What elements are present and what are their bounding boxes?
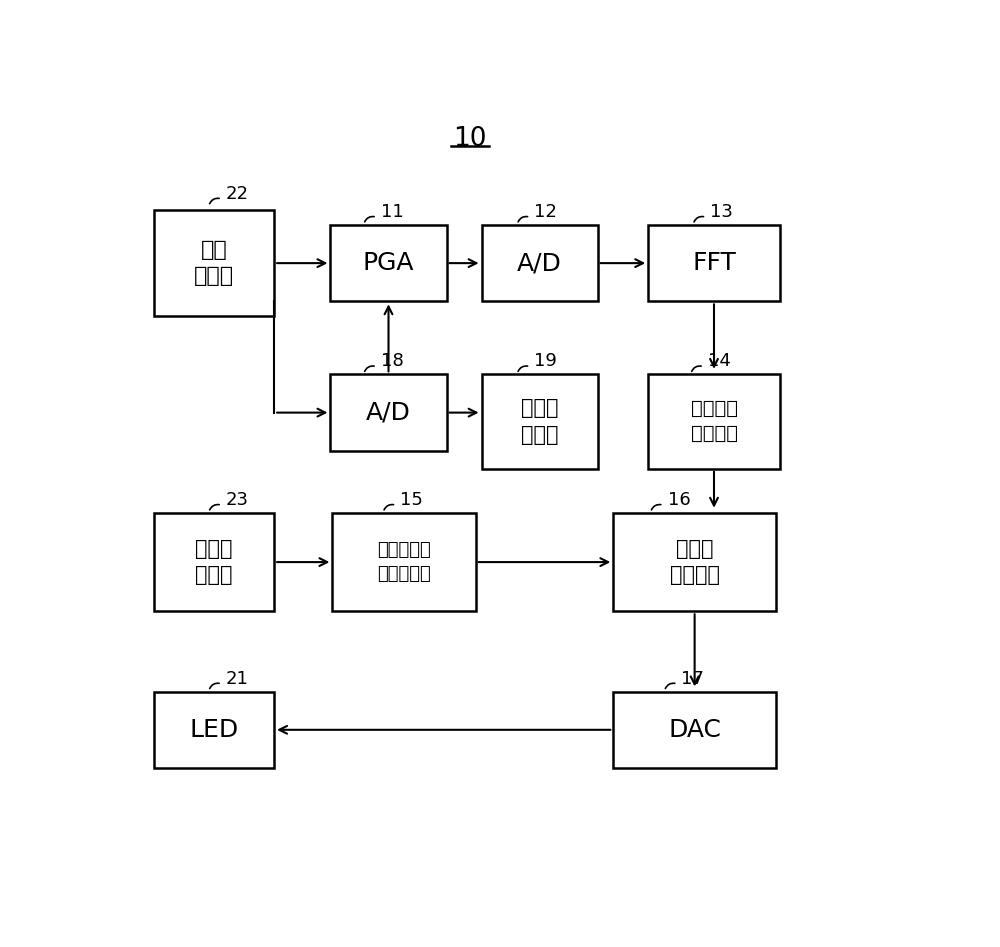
Bar	[482, 374, 598, 469]
Text: 12: 12	[534, 203, 557, 221]
Text: 23: 23	[226, 491, 249, 509]
Text: 光学
检测器: 光学 检测器	[194, 240, 234, 286]
Text: 15: 15	[400, 491, 423, 509]
Text: 19: 19	[534, 352, 557, 370]
Text: 加速度
传感器: 加速度 传感器	[195, 539, 233, 585]
Text: 13: 13	[710, 203, 733, 221]
Bar	[330, 224, 447, 301]
Text: 21: 21	[226, 670, 249, 688]
Bar	[648, 224, 780, 301]
Bar	[648, 374, 780, 469]
Text: DAC: DAC	[668, 718, 721, 742]
Text: 22: 22	[226, 185, 249, 203]
Text: 身体运动级
别确定部分: 身体运动级 别确定部分	[377, 542, 431, 583]
Text: 10: 10	[453, 126, 487, 152]
Bar	[330, 374, 447, 451]
Text: 11: 11	[381, 203, 404, 221]
Text: A/D: A/D	[366, 401, 411, 424]
Bar	[482, 224, 598, 301]
Text: 14: 14	[708, 352, 731, 370]
Text: A/D: A/D	[517, 251, 562, 276]
Text: FFT: FFT	[692, 251, 736, 276]
Text: 16: 16	[668, 491, 690, 509]
Bar	[613, 513, 776, 612]
Text: PGA: PGA	[363, 251, 414, 276]
Bar	[332, 513, 476, 612]
Text: 信号质量
计算部分: 信号质量 计算部分	[690, 400, 738, 443]
Bar	[613, 691, 776, 768]
Text: 偏置设
置部分: 偏置设 置部分	[521, 398, 558, 444]
Bar	[154, 691, 274, 768]
Text: 18: 18	[381, 352, 404, 370]
Text: LED: LED	[190, 718, 239, 742]
Text: 17: 17	[681, 670, 704, 688]
Text: 光强度
确定部分: 光强度 确定部分	[670, 539, 720, 585]
Bar	[154, 513, 274, 612]
Bar	[154, 210, 274, 316]
